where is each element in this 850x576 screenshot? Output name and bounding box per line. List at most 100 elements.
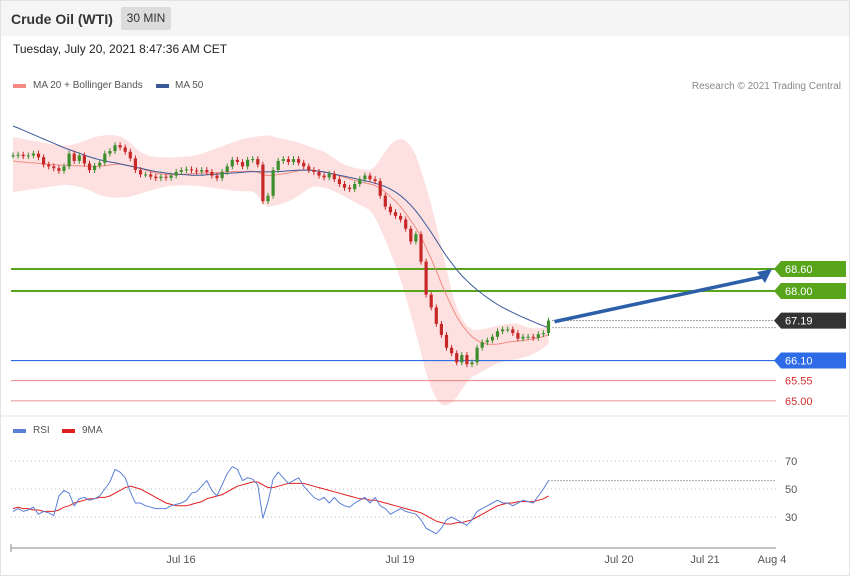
candle-body	[31, 153, 35, 156]
candle-body	[67, 153, 71, 167]
candle-body	[82, 155, 86, 164]
candle-body	[103, 153, 107, 163]
candle-body	[531, 336, 535, 338]
candle-body	[495, 331, 500, 337]
candle-body	[174, 171, 178, 176]
candle-body	[363, 175, 367, 180]
candle-body	[276, 160, 280, 171]
candle-body	[286, 159, 290, 163]
x-tick-label-jul-16: Jul 16	[166, 554, 195, 566]
candle-body	[26, 155, 30, 157]
candle-body	[154, 176, 158, 179]
ma9-legend-swatch	[62, 429, 75, 433]
level-tag-66.10	[774, 352, 846, 369]
candle-body	[77, 155, 81, 161]
candle-body	[42, 157, 46, 165]
ma20-line	[12, 160, 549, 345]
candle-body	[184, 169, 188, 171]
bollinger-band	[13, 134, 549, 406]
level-label-68.60: 68.60	[785, 264, 813, 276]
level-label-68.00: 68.00	[785, 286, 813, 298]
candle-body	[465, 355, 469, 365]
candle-body	[404, 219, 408, 229]
rsi-tick-label-30: 30	[785, 512, 797, 524]
candle-body	[444, 334, 449, 348]
candle-body	[424, 261, 428, 295]
candle-body	[378, 181, 382, 196]
candle-body	[302, 162, 306, 167]
candle-body	[118, 145, 122, 148]
candle-body	[399, 215, 403, 220]
x-tick-label-jul-19: Jul 19	[385, 554, 414, 566]
candle-body	[521, 336, 525, 339]
candle-body	[317, 171, 321, 176]
candle-body	[159, 176, 163, 179]
ma50-legend-label: MA 50	[175, 80, 204, 91]
level-label-65.00: 65.00	[785, 396, 813, 408]
candle-body	[470, 362, 474, 365]
candle-body	[373, 179, 377, 182]
candle-body	[200, 170, 204, 172]
candle-body	[16, 154, 20, 156]
candle-body	[409, 228, 413, 242]
candle-body	[342, 184, 347, 188]
candle-body	[230, 159, 234, 167]
candle-body	[383, 195, 387, 207]
candle-body	[450, 347, 454, 354]
candle-body	[297, 159, 301, 163]
rsi-tick-label-50: 50	[785, 484, 797, 496]
candle-body	[266, 195, 270, 202]
candle-body	[322, 175, 326, 178]
candle-body	[123, 147, 127, 152]
x-tick-label-jul-20: Jul 20	[604, 554, 633, 566]
candle-body	[215, 175, 219, 179]
rsi-line	[12, 465, 549, 535]
timestamp: Tuesday, July 20, 2021 8:47:36 AM CET	[13, 42, 228, 56]
candle-body	[93, 165, 97, 171]
candle-body	[164, 176, 168, 178]
candle-body	[138, 170, 143, 175]
x-tick-label-aug-4: Aug 4	[758, 554, 787, 566]
candle-body	[434, 307, 438, 324]
candle-body	[11, 155, 15, 157]
candle-body	[261, 164, 265, 202]
candle-body	[393, 212, 398, 216]
candle-body	[205, 170, 209, 172]
candle-body	[511, 329, 515, 334]
candle-body	[506, 329, 510, 331]
candle-body	[541, 333, 545, 335]
candle-body	[62, 166, 66, 171]
instrument-title: Crude Oil (WTI)	[11, 11, 113, 27]
candle-body	[21, 154, 25, 157]
ma50-line	[12, 125, 549, 329]
forecast-arrow-shaft	[554, 275, 763, 324]
ma9-legend-label: 9MA	[82, 425, 103, 436]
candle-body	[307, 166, 311, 171]
rsi-legend-label: RSI	[33, 425, 50, 436]
candle-body	[144, 174, 148, 176]
timeframe-badge[interactable]: 30 MIN	[121, 7, 171, 30]
candle-body	[47, 164, 51, 167]
candle-body	[179, 170, 183, 172]
candle-body	[72, 153, 76, 161]
candle-body	[98, 162, 102, 166]
candle-body	[516, 333, 520, 339]
candle-body	[358, 179, 362, 185]
candles-group	[11, 142, 551, 368]
candle-body	[271, 170, 275, 196]
level-tag-67.19	[774, 312, 846, 329]
candle-body	[169, 175, 173, 178]
rsi-legend-swatch	[13, 429, 26, 433]
candle-body	[149, 174, 153, 177]
ma50-legend-swatch	[156, 84, 169, 88]
candle-body	[536, 334, 540, 338]
ma20-legend-swatch	[13, 84, 26, 88]
candle-body	[429, 294, 433, 308]
forecast-arrow-head	[757, 268, 772, 283]
candle-body	[52, 166, 56, 169]
candle-body	[133, 158, 137, 171]
candle-body	[189, 169, 194, 171]
candle-body	[332, 173, 336, 180]
rsi-tick-label-70: 70	[785, 456, 797, 468]
